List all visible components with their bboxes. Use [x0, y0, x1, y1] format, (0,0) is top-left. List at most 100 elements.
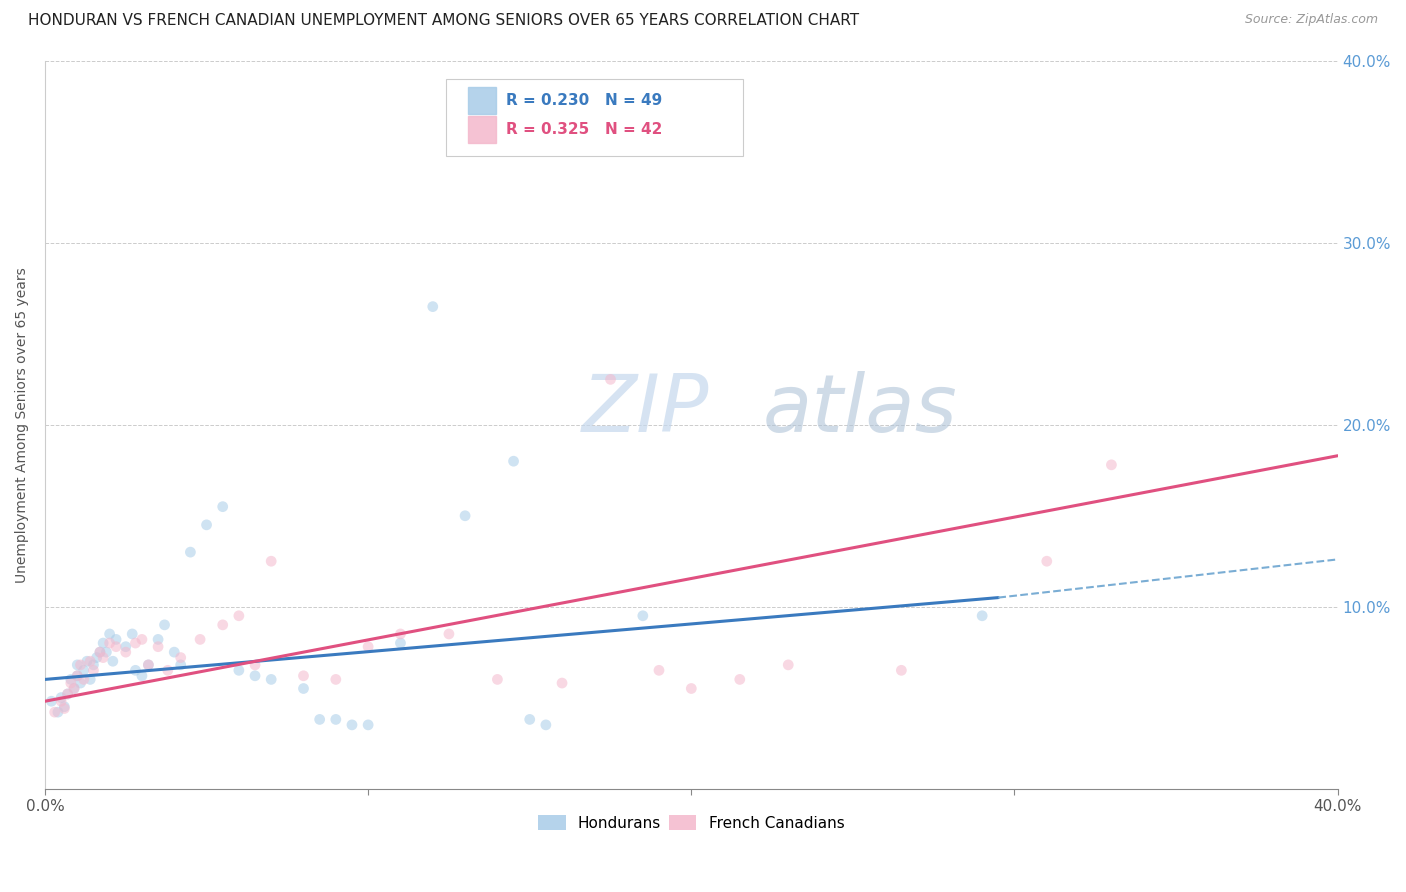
Point [73, 663, 96, 677]
Point [502, 454, 524, 468]
Legend: Hondurans, French Canadians: Hondurans, French Canadians [534, 811, 849, 836]
Point [76, 654, 98, 668]
Point [66, 669, 89, 683]
Y-axis label: Unemployment Among Seniors over 65 years: Unemployment Among Seniors over 65 years [15, 267, 30, 582]
Point [972, 608, 994, 623]
Point [131, 669, 153, 683]
Point [69, 657, 91, 672]
Point [648, 663, 671, 677]
Point [79, 673, 101, 687]
Point [551, 676, 574, 690]
Point [56, 687, 79, 701]
Point [389, 636, 412, 650]
Point [422, 300, 444, 314]
Point [124, 636, 146, 650]
Point [228, 608, 250, 623]
Point [79, 654, 101, 668]
Point [41, 694, 63, 708]
Point [454, 508, 477, 523]
Point [599, 372, 621, 386]
Point [138, 657, 160, 672]
Point [357, 640, 380, 654]
Bar [468, 116, 496, 144]
Point [308, 713, 330, 727]
Point [325, 673, 347, 687]
Point [44, 705, 66, 719]
Point [86, 650, 108, 665]
Point [146, 632, 169, 647]
Point [170, 657, 193, 672]
Point [292, 681, 315, 696]
Point [890, 663, 912, 677]
Text: ZIP: ZIP [582, 371, 709, 450]
Point [179, 545, 201, 559]
Point [69, 676, 91, 690]
Point [260, 673, 283, 687]
Point [163, 645, 186, 659]
Point [138, 657, 160, 672]
Point [243, 669, 266, 683]
Point [59, 676, 82, 690]
Point [243, 657, 266, 672]
Point [53, 701, 76, 715]
Point [114, 640, 136, 654]
Point [170, 650, 193, 665]
Point [228, 663, 250, 677]
Point [211, 500, 233, 514]
Point [66, 657, 89, 672]
Point [153, 618, 176, 632]
Point [124, 663, 146, 677]
Point [101, 654, 124, 668]
Point [486, 673, 509, 687]
Point [1036, 554, 1059, 568]
Point [260, 554, 283, 568]
Point [146, 640, 169, 654]
Point [56, 687, 79, 701]
Point [91, 650, 114, 665]
Bar [468, 87, 496, 114]
Point [325, 713, 347, 727]
Point [631, 608, 654, 623]
Point [63, 681, 86, 696]
Point [59, 673, 82, 687]
Point [357, 718, 380, 732]
Point [46, 705, 69, 719]
Text: R = 0.325   N = 42: R = 0.325 N = 42 [506, 122, 662, 137]
Point [534, 718, 557, 732]
Point [1099, 458, 1122, 472]
Point [519, 713, 541, 727]
Point [188, 632, 211, 647]
Point [49, 694, 72, 708]
Text: HONDURAN VS FRENCH CANADIAN UNEMPLOYMENT AMONG SENIORS OVER 65 YEARS CORRELATION: HONDURAN VS FRENCH CANADIAN UNEMPLOYMENT… [28, 13, 859, 29]
Text: atlas: atlas [762, 371, 957, 450]
Point [82, 663, 104, 677]
Point [778, 657, 800, 672]
Point [82, 657, 104, 672]
Point [89, 645, 111, 659]
Point [728, 673, 751, 687]
Point [96, 645, 118, 659]
Point [53, 699, 76, 714]
Text: R = 0.230   N = 49: R = 0.230 N = 49 [506, 93, 662, 108]
Point [114, 645, 136, 659]
Text: Source: ZipAtlas.com: Source: ZipAtlas.com [1244, 13, 1378, 27]
Point [121, 627, 143, 641]
Point [340, 718, 363, 732]
Point [389, 627, 412, 641]
Point [681, 681, 703, 696]
Point [91, 636, 114, 650]
Point [131, 632, 153, 647]
Point [89, 645, 111, 659]
Point [105, 632, 128, 647]
Point [63, 681, 86, 696]
Point [437, 627, 460, 641]
Point [66, 669, 89, 683]
Point [292, 669, 315, 683]
Point [105, 640, 128, 654]
Point [98, 627, 121, 641]
FancyBboxPatch shape [446, 79, 742, 156]
Point [98, 636, 121, 650]
Point [49, 690, 72, 705]
Point [211, 618, 233, 632]
Point [195, 517, 218, 532]
